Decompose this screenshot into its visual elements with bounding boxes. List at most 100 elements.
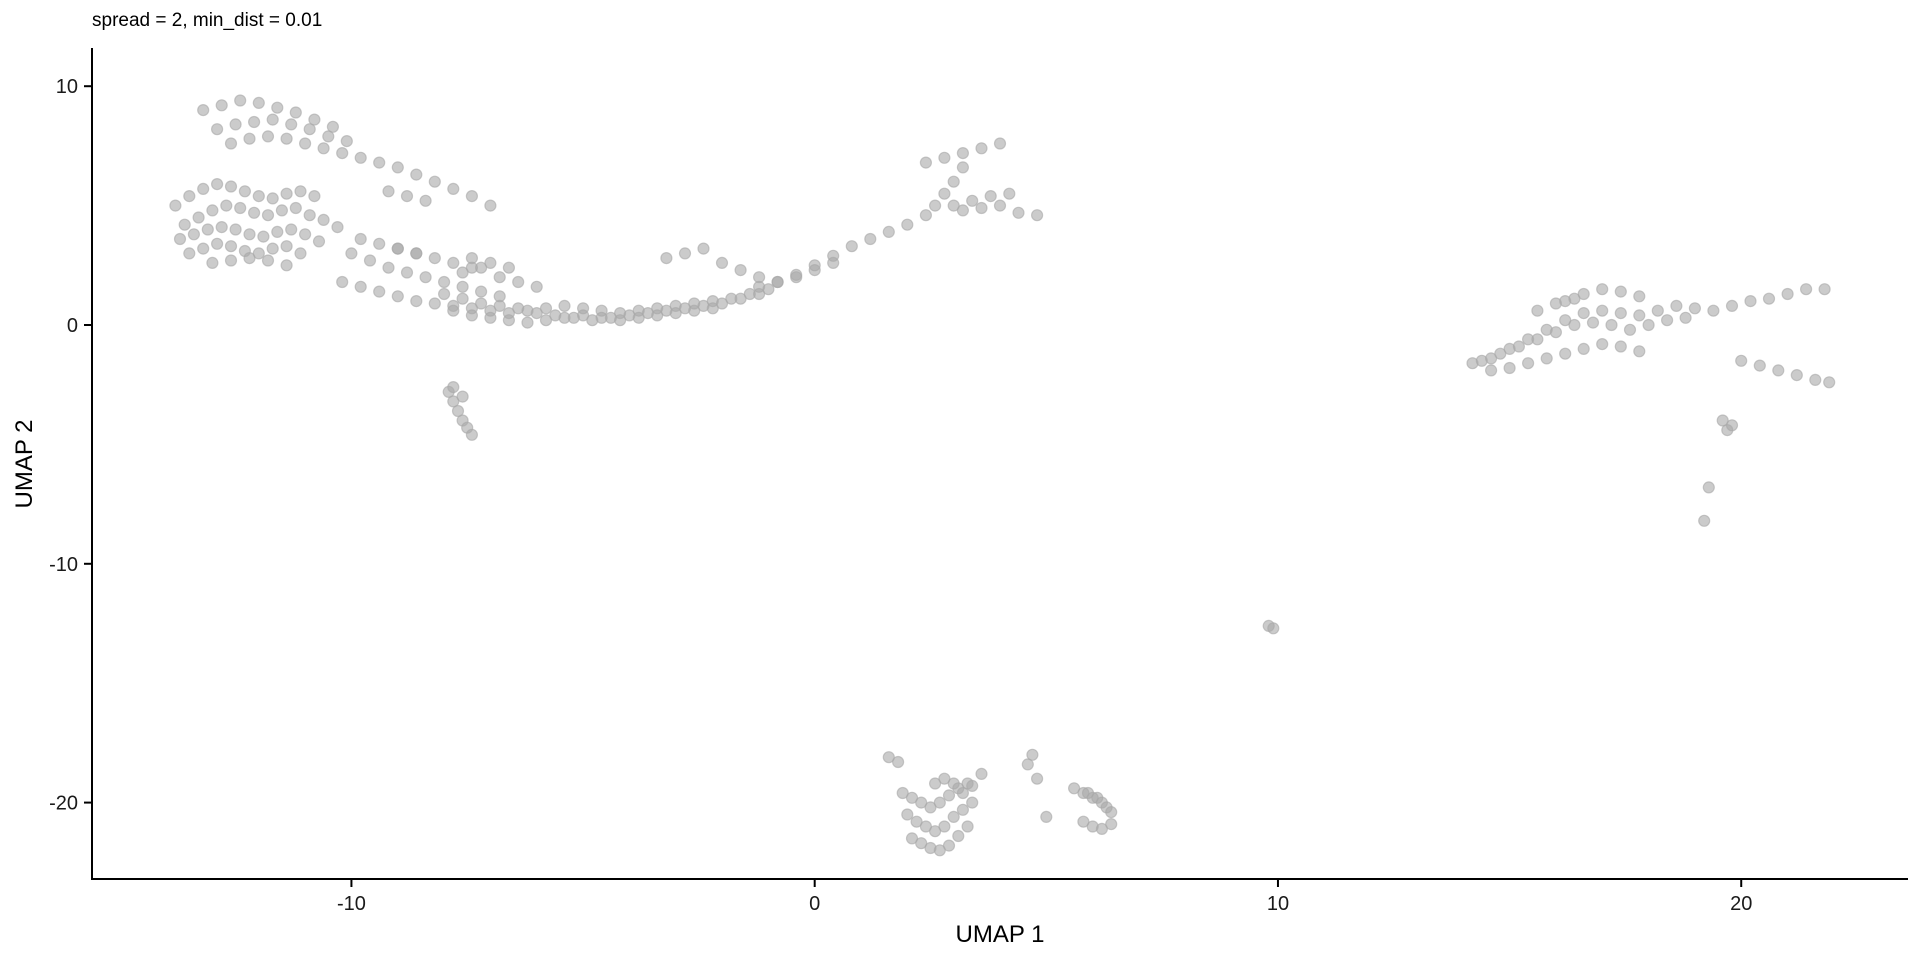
data-point bbox=[197, 103, 210, 117]
x-axis-ticks: -10 0 10 20 bbox=[337, 879, 1752, 915]
data-point bbox=[882, 751, 895, 764]
data-point bbox=[1781, 287, 1794, 301]
data-point bbox=[896, 786, 909, 800]
data-point bbox=[197, 242, 210, 255]
data-point bbox=[956, 786, 970, 800]
data-point bbox=[1596, 304, 1609, 317]
data-point bbox=[706, 302, 719, 315]
data-point bbox=[1026, 748, 1039, 761]
data-point bbox=[882, 225, 895, 238]
data-point bbox=[919, 209, 933, 222]
data-point bbox=[864, 232, 877, 246]
data-point bbox=[1040, 810, 1053, 824]
data-point bbox=[206, 204, 219, 217]
data-point bbox=[428, 252, 441, 265]
data-point bbox=[1660, 314, 1674, 327]
data-point bbox=[924, 801, 937, 814]
data-point bbox=[1707, 304, 1720, 317]
data-point bbox=[248, 206, 261, 219]
data-point bbox=[248, 115, 261, 129]
data-point bbox=[493, 299, 506, 312]
y-tick-label: -10 bbox=[49, 554, 78, 576]
data-point bbox=[1688, 302, 1702, 315]
data-point bbox=[211, 123, 224, 136]
y-tick-label: 10 bbox=[56, 76, 78, 98]
data-point bbox=[197, 182, 210, 195]
data-point bbox=[1772, 364, 1785, 377]
data-point bbox=[1762, 292, 1776, 305]
data-point bbox=[1605, 318, 1618, 332]
data-point bbox=[484, 256, 497, 269]
data-point bbox=[178, 218, 191, 231]
data-point bbox=[1475, 354, 1488, 367]
data-point bbox=[438, 287, 451, 301]
data-point bbox=[539, 302, 553, 315]
data-point bbox=[261, 254, 275, 267]
data-point bbox=[1267, 622, 1280, 635]
data-point bbox=[1670, 299, 1683, 312]
data-point bbox=[400, 266, 414, 279]
data-point bbox=[1030, 772, 1044, 785]
data-point bbox=[1809, 373, 1822, 386]
data-point bbox=[734, 292, 747, 305]
data-point bbox=[428, 297, 441, 310]
data-point bbox=[947, 175, 960, 188]
data-point bbox=[1484, 364, 1498, 377]
data-point bbox=[400, 190, 414, 203]
data-point bbox=[919, 156, 933, 169]
y-tick-label: -20 bbox=[49, 793, 78, 815]
data-point bbox=[299, 137, 312, 150]
data-point bbox=[252, 190, 265, 203]
data-point bbox=[173, 232, 187, 246]
data-point bbox=[224, 137, 238, 150]
data-point bbox=[502, 261, 515, 274]
data-point bbox=[915, 796, 928, 809]
data-point bbox=[447, 395, 460, 408]
data-point bbox=[475, 297, 488, 310]
data-point bbox=[211, 178, 224, 191]
data-point bbox=[303, 209, 316, 222]
data-point bbox=[220, 199, 233, 212]
data-point bbox=[410, 247, 423, 260]
data-point bbox=[938, 151, 951, 164]
data-point bbox=[183, 247, 196, 260]
data-point bbox=[530, 280, 543, 293]
data-point bbox=[938, 820, 951, 833]
data-point bbox=[915, 837, 928, 850]
data-point bbox=[502, 314, 515, 327]
data-point bbox=[938, 772, 951, 785]
data-point bbox=[1790, 369, 1803, 382]
data-point bbox=[1596, 283, 1609, 296]
data-point bbox=[938, 187, 951, 200]
data-point bbox=[1012, 206, 1025, 219]
data-points bbox=[169, 94, 1836, 857]
data-point bbox=[271, 225, 284, 238]
data-point bbox=[373, 285, 386, 298]
data-point bbox=[419, 271, 432, 284]
data-point bbox=[229, 223, 242, 236]
data-point bbox=[354, 151, 367, 164]
data-point bbox=[257, 230, 270, 243]
data-point bbox=[1540, 352, 1553, 365]
data-point bbox=[391, 290, 404, 303]
data-point bbox=[1725, 419, 1739, 432]
data-point bbox=[428, 175, 441, 188]
data-point bbox=[1577, 307, 1590, 320]
data-point bbox=[1586, 316, 1600, 329]
data-point bbox=[678, 247, 692, 260]
data-point bbox=[215, 221, 228, 234]
data-point bbox=[336, 275, 349, 289]
data-point bbox=[1568, 292, 1581, 305]
data-point bbox=[1799, 283, 1813, 296]
data-point bbox=[942, 789, 956, 802]
data-point bbox=[1642, 318, 1655, 332]
data-point bbox=[183, 190, 196, 203]
data-point bbox=[901, 218, 914, 231]
data-point bbox=[1614, 285, 1627, 298]
data-point bbox=[294, 247, 307, 260]
data-point bbox=[192, 211, 205, 224]
data-point bbox=[382, 261, 395, 274]
data-point bbox=[1531, 304, 1544, 317]
data-point bbox=[211, 237, 224, 250]
